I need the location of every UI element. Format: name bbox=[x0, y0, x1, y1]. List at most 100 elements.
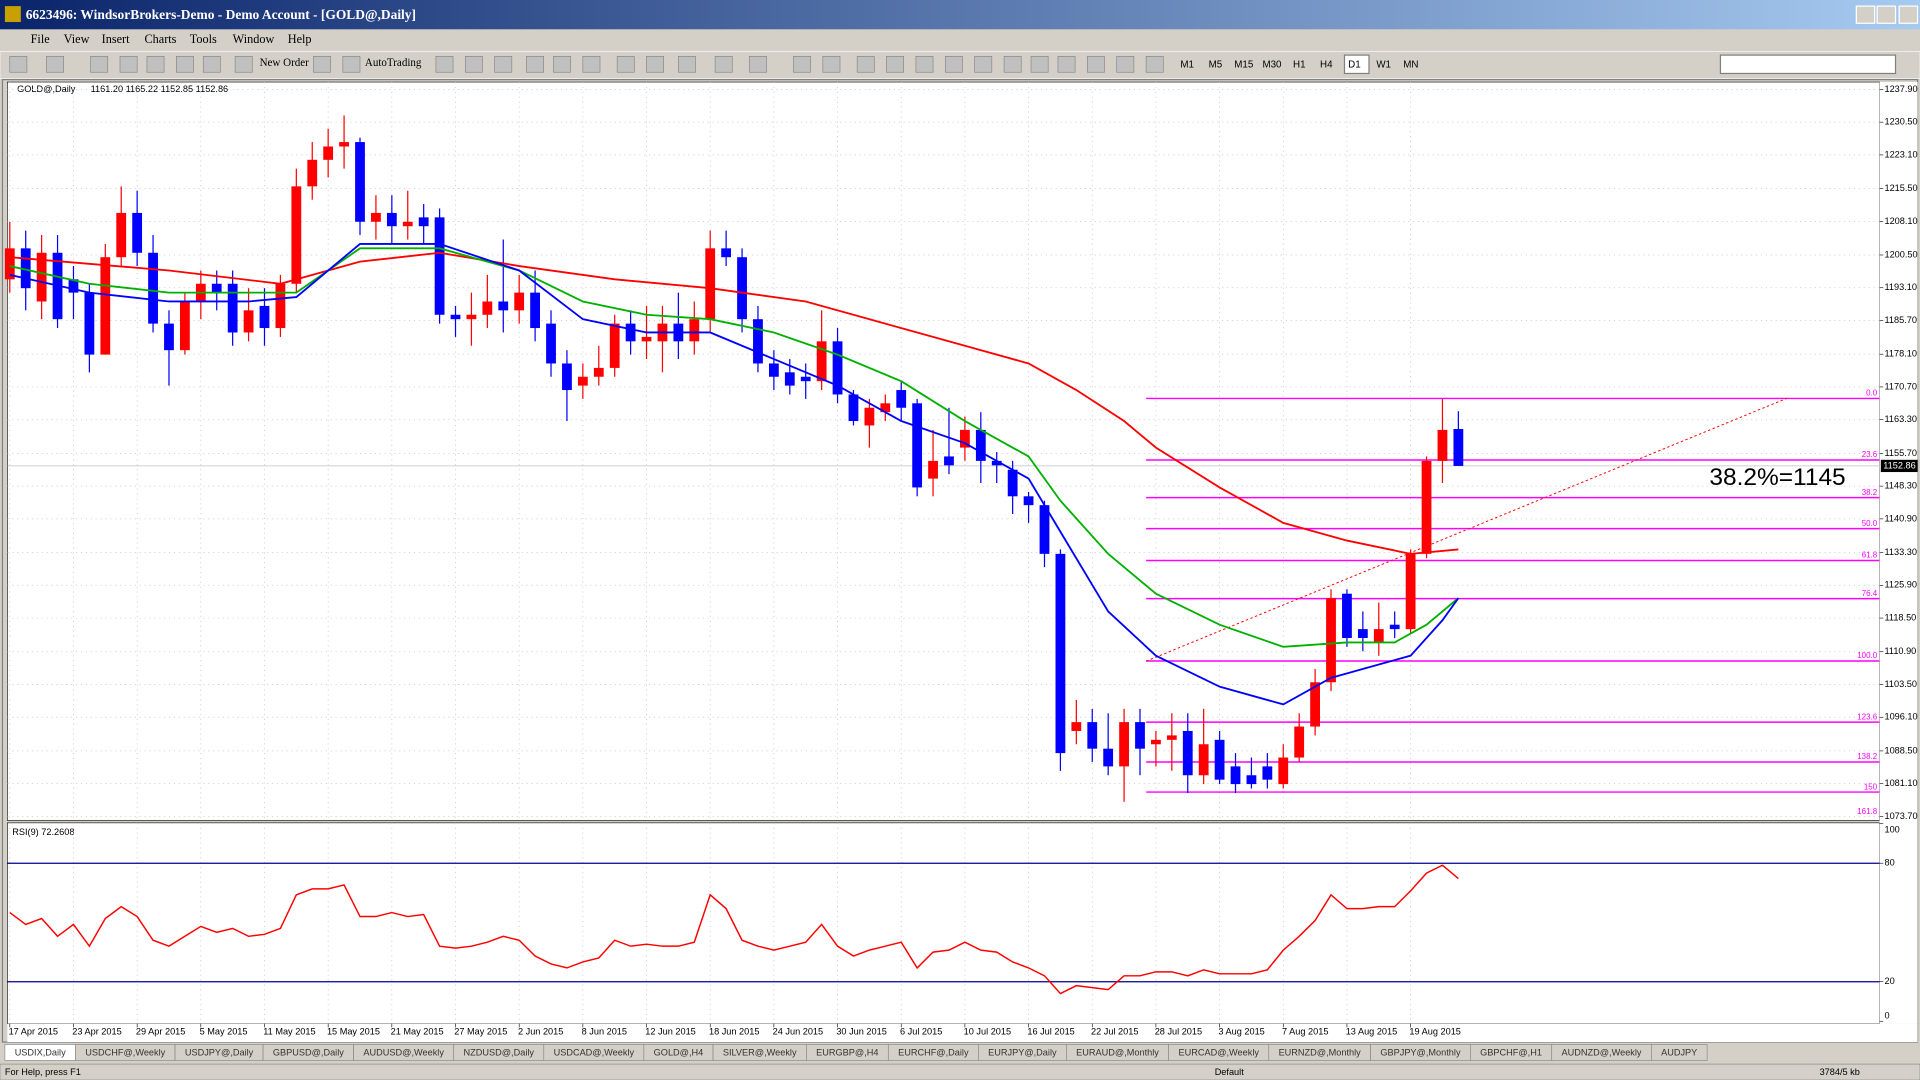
toolbar-icon[interactable] bbox=[945, 56, 963, 73]
tab-label[interactable]: GOLD@,H4 bbox=[654, 1047, 704, 1057]
candle-body bbox=[1198, 744, 1209, 776]
toolbar-icon[interactable] bbox=[46, 56, 64, 73]
toolbar-icon[interactable] bbox=[90, 56, 109, 73]
toolbar-icon[interactable] bbox=[822, 56, 841, 73]
toolbar-icon[interactable] bbox=[678, 56, 696, 73]
timeframe-button[interactable]: D1 bbox=[1348, 59, 1361, 70]
toolbar-button[interactable]: AutoTrading bbox=[365, 57, 422, 69]
toolbar-icon[interactable] bbox=[176, 56, 194, 73]
candle-body bbox=[832, 341, 843, 395]
tab-label[interactable]: AUDJPY bbox=[1661, 1047, 1697, 1057]
y-tick-label: 1140.90 bbox=[1884, 513, 1916, 523]
toolbar-icon[interactable] bbox=[1145, 56, 1164, 73]
toolbar-icon[interactable] bbox=[494, 56, 513, 73]
menu-item[interactable]: File bbox=[31, 32, 50, 46]
tab-label[interactable]: NZDUSD@,Daily bbox=[464, 1047, 535, 1057]
toolbar-icon[interactable] bbox=[1116, 56, 1135, 73]
y-tick-label: 1088.50 bbox=[1884, 745, 1917, 755]
y-tick-label: 1096.10 bbox=[1884, 712, 1917, 722]
menu-item[interactable]: View bbox=[64, 32, 90, 46]
toolbar-icon[interactable] bbox=[465, 56, 483, 73]
toolbar-icon[interactable] bbox=[9, 56, 28, 73]
tab-label[interactable]: EURCAD@,Weekly bbox=[1178, 1047, 1259, 1057]
x-tick-label: 19 Aug 2015 bbox=[1409, 1027, 1461, 1037]
toolbar-icon[interactable] bbox=[435, 56, 454, 73]
toolbar-icon[interactable] bbox=[646, 56, 664, 73]
maximize-button[interactable] bbox=[1876, 5, 1897, 24]
fib-label: 0.0 bbox=[1866, 389, 1878, 398]
toolbar-icon[interactable] bbox=[793, 56, 811, 73]
menu-item[interactable]: Tools bbox=[190, 32, 217, 46]
search-box[interactable] bbox=[1719, 54, 1897, 75]
toolbar-icon[interactable] bbox=[886, 56, 904, 73]
tab[interactable] bbox=[1651, 1044, 1708, 1061]
toolbar-icon[interactable] bbox=[234, 56, 253, 73]
timeframe-button[interactable]: M15 bbox=[1234, 59, 1254, 70]
toolbar-icon[interactable] bbox=[526, 56, 544, 73]
tab-label[interactable]: EURGBP@,H4 bbox=[816, 1047, 878, 1057]
tab-label[interactable]: GBPUSD@,Daily bbox=[273, 1047, 344, 1057]
window-buttons[interactable] bbox=[1855, 5, 1919, 24]
toolbar-icon[interactable] bbox=[749, 56, 767, 73]
toolbar-icon[interactable] bbox=[582, 56, 601, 73]
tab-label[interactable]: USDIX,Daily bbox=[15, 1047, 66, 1057]
x-tick-label: 30 Jun 2015 bbox=[836, 1027, 886, 1037]
candle-body bbox=[928, 460, 938, 479]
menu-item[interactable]: Charts bbox=[144, 32, 176, 46]
tab-label[interactable]: USDCHF@,Weekly bbox=[85, 1047, 165, 1057]
tab-label[interactable]: EURAUD@,Monthly bbox=[1076, 1047, 1159, 1057]
tab-label[interactable]: SILVER@,Weekly bbox=[723, 1047, 797, 1057]
minimize-button[interactable] bbox=[1855, 5, 1876, 24]
tab-label[interactable]: GBPCHF@,H1 bbox=[1480, 1047, 1542, 1057]
tab-label[interactable]: USDCAD@,Weekly bbox=[554, 1047, 635, 1057]
y-tick-label: 1230.50 bbox=[1884, 117, 1917, 127]
toolbar-icon[interactable] bbox=[119, 56, 138, 73]
toolbar-icon[interactable] bbox=[1003, 56, 1022, 73]
y-tick-label: 1223.10 bbox=[1884, 149, 1917, 159]
tab-label[interactable]: AUDUSD@,Weekly bbox=[363, 1047, 444, 1057]
x-tick-label: 15 May 2015 bbox=[327, 1027, 380, 1037]
toolbar-icon[interactable] bbox=[1057, 56, 1076, 73]
toolbar-icon[interactable] bbox=[974, 56, 993, 73]
menu-item[interactable]: Help bbox=[288, 32, 312, 46]
toolbar-icon[interactable] bbox=[915, 56, 934, 73]
candle-body bbox=[498, 301, 509, 311]
timeframe-button[interactable]: MN bbox=[1403, 59, 1418, 70]
toolbar-icon[interactable] bbox=[1030, 56, 1049, 73]
timeframe-button[interactable]: H1 bbox=[1293, 59, 1306, 70]
toolbar-icon[interactable] bbox=[1087, 56, 1105, 73]
fib-label: 150 bbox=[1864, 782, 1878, 791]
toolbar-icon[interactable] bbox=[856, 56, 875, 73]
menu-item[interactable]: Window bbox=[233, 32, 275, 46]
tab-label[interactable]: EURCHF@,Daily bbox=[898, 1047, 969, 1057]
tab-label[interactable]: EURNZD@,Monthly bbox=[1279, 1047, 1362, 1057]
toolbar-icon[interactable] bbox=[342, 56, 361, 73]
timeframe-button[interactable]: M30 bbox=[1262, 59, 1282, 70]
tab-label[interactable]: USDJPY@,Daily bbox=[185, 1047, 254, 1057]
candle-body bbox=[975, 429, 986, 461]
candle-body bbox=[100, 257, 111, 355]
candle-body bbox=[816, 341, 827, 382]
timeframe-button[interactable]: M1 bbox=[1180, 59, 1194, 70]
candle-body bbox=[259, 305, 270, 329]
toolbar-icon[interactable] bbox=[202, 56, 221, 73]
close-button[interactable] bbox=[1898, 5, 1919, 24]
tab-label[interactable]: GBPJPY@,Monthly bbox=[1380, 1047, 1461, 1057]
timeframe-button[interactable]: W1 bbox=[1376, 59, 1391, 70]
timeframe-button[interactable]: M5 bbox=[1209, 59, 1223, 70]
toolbar-icon[interactable] bbox=[616, 56, 635, 73]
menu-item[interactable]: Insert bbox=[102, 32, 130, 46]
toolbar-button[interactable]: New Order bbox=[260, 57, 310, 69]
toolbar-icon[interactable] bbox=[553, 56, 571, 73]
timeframe-button[interactable]: H4 bbox=[1320, 59, 1333, 70]
tab-label[interactable]: EURJPY@,Daily bbox=[988, 1047, 1057, 1057]
candle-body bbox=[753, 319, 763, 364]
toolbar-icon[interactable] bbox=[146, 56, 165, 73]
price-tag bbox=[1880, 459, 1918, 473]
toolbar-icon[interactable] bbox=[313, 56, 331, 73]
rsi-tick-label: 80 bbox=[1884, 858, 1894, 868]
tab-label[interactable]: AUDNZD@,Weekly bbox=[1562, 1047, 1642, 1057]
candle-body bbox=[466, 314, 477, 320]
candle-body bbox=[1421, 460, 1432, 554]
toolbar-icon[interactable] bbox=[714, 56, 733, 73]
